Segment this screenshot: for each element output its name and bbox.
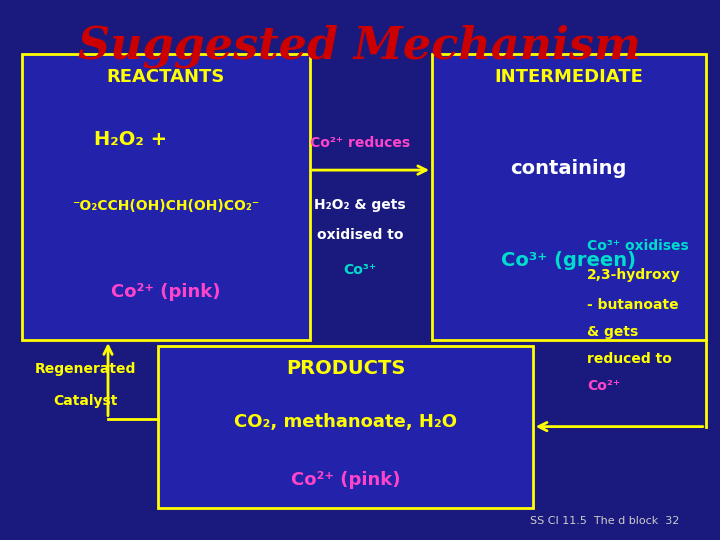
Text: Co³⁺ oxidises: Co³⁺ oxidises <box>587 239 688 253</box>
Text: PRODUCTS: PRODUCTS <box>286 359 405 378</box>
Text: Co²⁺ (pink): Co²⁺ (pink) <box>111 282 220 301</box>
Text: Regenerated: Regenerated <box>35 362 135 375</box>
Text: Catalyst: Catalyst <box>53 394 117 408</box>
Text: H₂O₂ +: H₂O₂ + <box>94 130 168 150</box>
Text: Co³⁺: Co³⁺ <box>343 263 377 277</box>
Text: Co³⁺ (green): Co³⁺ (green) <box>501 251 636 269</box>
Text: - butanoate: - butanoate <box>587 298 678 312</box>
Bar <box>22 54 310 340</box>
Text: 2,3-hydroxy: 2,3-hydroxy <box>587 268 680 282</box>
Text: INTERMEDIATE: INTERMEDIATE <box>495 68 643 85</box>
Text: & gets: & gets <box>587 325 638 339</box>
Bar <box>158 346 533 508</box>
Text: Co²⁺ (pink): Co²⁺ (pink) <box>291 471 400 489</box>
Text: H₂O₂ & gets: H₂O₂ & gets <box>314 198 406 212</box>
Text: SS CI 11.5  The d block  32: SS CI 11.5 The d block 32 <box>530 516 680 526</box>
Bar <box>432 54 706 340</box>
Text: Co²⁺: Co²⁺ <box>587 379 620 393</box>
Text: ⁻O₂CCH(OH)CH(OH)CO₂⁻: ⁻O₂CCH(OH)CH(OH)CO₂⁻ <box>72 199 259 213</box>
Text: CO₂, methanoate, H₂O: CO₂, methanoate, H₂O <box>234 413 457 431</box>
Text: Suggested Mechanism: Suggested Mechanism <box>78 24 642 68</box>
Text: reduced to: reduced to <box>587 352 672 366</box>
Text: oxidised to: oxidised to <box>317 228 403 242</box>
Text: REACTANTS: REACTANTS <box>107 68 225 85</box>
Text: Co²⁺ reduces: Co²⁺ reduces <box>310 136 410 150</box>
Text: containing: containing <box>510 159 627 178</box>
